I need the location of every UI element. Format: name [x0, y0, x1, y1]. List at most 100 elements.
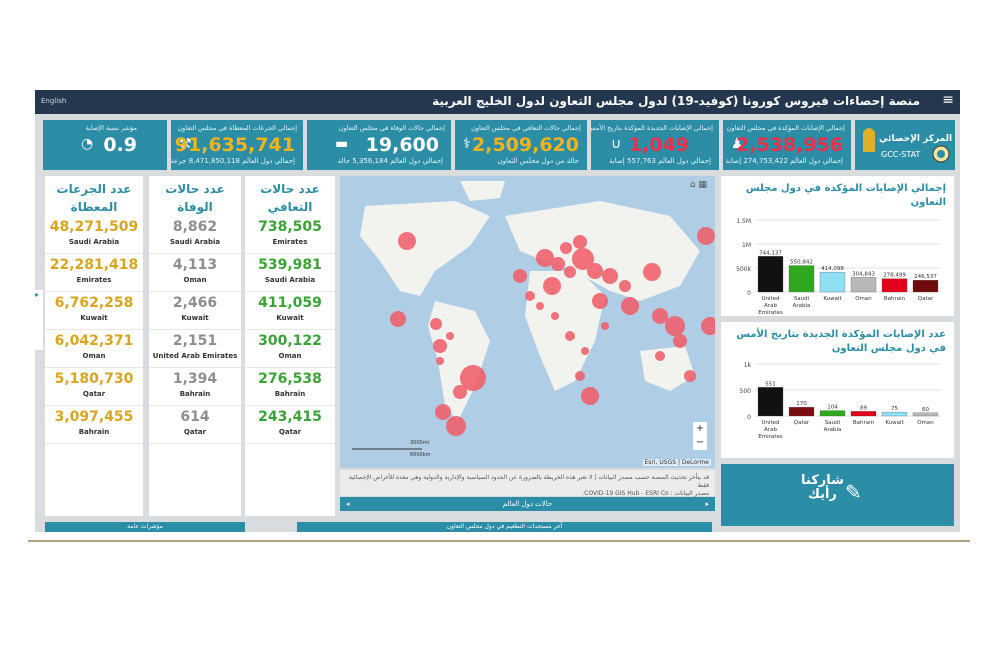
bar[interactable] — [850, 411, 877, 417]
card-value: 19,600 — [365, 134, 439, 156]
list-item: 48,271,509 Saudi Arabia — [45, 216, 143, 254]
bar[interactable] — [912, 412, 939, 417]
doses-card: إجمالي الجرعات المعطاة في مجلس التعاون ⚒… — [171, 120, 303, 170]
side-panel-toggle[interactable]: ▸ — [35, 290, 43, 350]
list-item-value: 6,042,371 — [54, 333, 134, 349]
map-caption: قد يتأخر تحديث المنصة حسب مصدر البيانات … — [340, 470, 715, 497]
feedback-form-icon: ✎ — [845, 480, 862, 504]
chevron-right-icon: ▸ — [35, 290, 40, 299]
page-divider — [28, 540, 970, 542]
bar[interactable] — [881, 278, 908, 293]
list-item-value: 243,415 — [258, 409, 322, 425]
qr-icon[interactable]: ▦ — [698, 180, 707, 190]
list-item: 4,113 Oman — [149, 254, 241, 292]
zoom-out-button[interactable]: − — [695, 437, 705, 448]
card-value: 1,049 — [628, 134, 689, 156]
card-subtext: إجمالي دول العالم 274,753,422 إصابة — [725, 157, 843, 165]
bar[interactable] — [757, 387, 784, 417]
case-bubbles[interactable] — [390, 227, 715, 436]
y-tick-label: 500k — [736, 266, 751, 273]
home-icon[interactable]: ⌂ — [689, 180, 696, 190]
deaths-card: إجمالي حالات الوفاة في مجلس التعاون ▬ 19… — [307, 120, 451, 170]
y-tick-label: 0 — [747, 414, 751, 421]
list-item-country: Bahrain — [179, 390, 211, 398]
bar-value-label: 75 — [891, 406, 898, 412]
list-item: 614 Qatar — [149, 406, 241, 444]
zoom-controls[interactable]: + − — [693, 422, 707, 450]
bar[interactable] — [912, 280, 939, 293]
bar[interactable] — [819, 410, 846, 417]
bar-value-label: 551 — [765, 381, 776, 387]
card-value: 2,509,620 — [472, 134, 579, 156]
list-item: 300,122 Oman — [245, 330, 335, 368]
card-value: 2,538,956 — [736, 134, 843, 156]
confirmed-cases-card: إجمالي الإصابات المؤكدة في مجلس التعاون … — [723, 120, 851, 170]
y-tick-label: 1k — [744, 362, 752, 369]
person-icon: ♟ — [731, 136, 744, 152]
list-item: 1,394 Bahrain — [149, 368, 241, 406]
bar-value-label: 550,842 — [790, 260, 813, 266]
bar-value-label: 304,843 — [852, 271, 875, 277]
list-item-value: 4,113 — [172, 257, 218, 273]
list-item-country: Kuwait — [276, 314, 304, 322]
list-item: 6,042,371 Oman — [45, 330, 143, 368]
x-tick-label: Arabia — [793, 303, 811, 309]
pager-prev-icon[interactable]: ◂ — [346, 500, 350, 508]
top-bar: English منصة إحصاءات فيروس كورونا (كوفيد… — [35, 90, 960, 114]
card-caption: مؤشر نسبة الإصابة — [85, 124, 137, 132]
world-map[interactable]: ⌂ ▦ + − 3000mi 6000km Esri, USGS | DeLor… — [340, 176, 715, 468]
list-item-value: 6,762,258 — [54, 295, 134, 311]
feedback-label-line2: رأيك — [807, 487, 837, 502]
list-item: 243,415 Qatar — [245, 406, 335, 444]
map-canvas[interactable] — [340, 176, 715, 468]
map-caption-line2: مصدر البيانات : COVID-19 GIS Hub - ESRI … — [582, 490, 709, 497]
bar[interactable] — [850, 277, 877, 293]
tab-general-indicators[interactable]: مؤشرات عامة — [45, 522, 245, 532]
doses-list: عدد الجرعات المعطاة 48,271,509 Saudi Arab… — [45, 176, 143, 516]
list-item-value: 276,538 — [258, 371, 322, 387]
bar-value-label: 414,098 — [821, 266, 844, 272]
feedback-button[interactable]: شاركنا رأيك ✎ — [721, 464, 954, 526]
x-tick-label: Qatar — [794, 420, 810, 426]
map-scale-top: 3000mi — [410, 440, 429, 446]
list-item-country: Saudi Arabia — [68, 238, 120, 246]
list-item: 3,097,455 Bahrain — [45, 406, 143, 444]
list-item-value: 539,981 — [258, 257, 322, 273]
list-item-value: 8,862 — [172, 219, 218, 235]
chart-title: عدد الإصابات المؤكدة الجديدة بتاريخ الأم… — [736, 329, 946, 354]
tab-vaccination-updates[interactable]: آخر مستجدات التطعيم في دول مجلس التعاون — [297, 522, 712, 532]
zoom-in-button[interactable]: + — [695, 423, 705, 434]
map-pager[interactable]: ◂ حالات دول العالم ▸ — [340, 497, 715, 511]
hamburger-menu-icon[interactable]: ≡ — [942, 92, 954, 108]
card-subtext: حالة من دول مجلس التعاون — [497, 157, 579, 165]
list-item-value: 2,466 — [172, 295, 218, 311]
list-item-value: 48,271,509 — [49, 219, 139, 235]
bar[interactable] — [788, 407, 815, 417]
pager-next-icon[interactable]: ▸ — [705, 500, 709, 508]
x-tick-label: Saudi — [794, 296, 810, 302]
card-value: 91,635,741 — [174, 134, 295, 156]
bar-value-label: 60 — [922, 407, 929, 413]
list-item-country: Saudi Arabia — [169, 238, 221, 246]
bed-icon: ▬ — [335, 136, 349, 152]
recoveries-list: عدد حالات التعافي 738,505 Emirates 539,981… — [245, 176, 335, 516]
bar[interactable] — [819, 271, 846, 293]
list-item: 539,981 Saudi Arabia — [245, 254, 335, 292]
x-tick-label: Saudi — [825, 420, 841, 426]
y-tick-label: 1.5M — [736, 218, 751, 225]
bar[interactable] — [788, 265, 815, 293]
card-subtext: إجمالي دول العالم 557,763 إصابة — [609, 157, 711, 165]
bar[interactable] — [881, 411, 908, 417]
map-pager-label: حالات دول العالم — [502, 500, 553, 508]
x-tick-label: Arab — [764, 303, 777, 309]
new-cases-card: إجمالي الإصابات الجديدة المؤكدة بتاريخ ا… — [591, 120, 719, 170]
card-caption: إجمالي الجرعات المعطاة في مجلس التعاون — [177, 124, 297, 132]
bar-value-label: 744,137 — [759, 250, 782, 256]
map-tools[interactable]: ⌂ ▦ — [690, 180, 707, 190]
x-tick-label: United — [761, 420, 779, 426]
x-tick-label: Bahrain — [884, 296, 906, 302]
bar[interactable] — [757, 256, 784, 293]
language-link[interactable]: English — [41, 97, 67, 105]
